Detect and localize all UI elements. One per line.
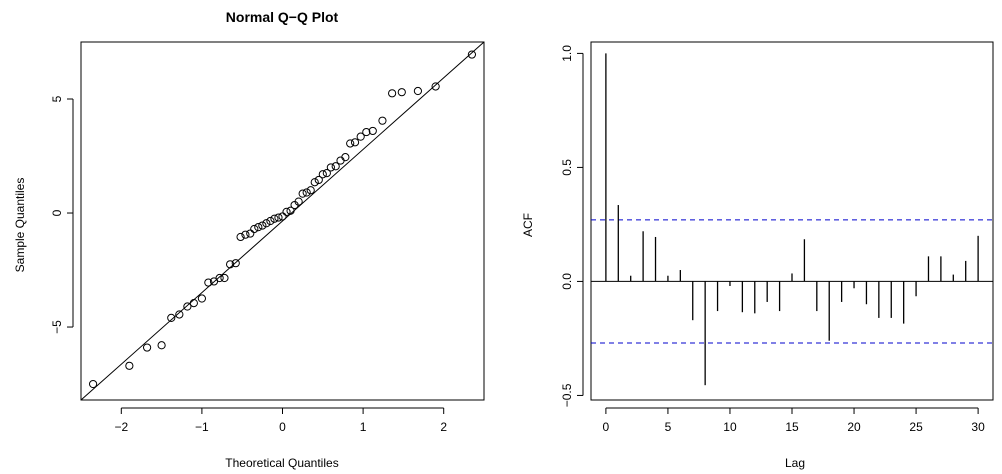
qq-reference-line (80, 41, 485, 401)
qq-point (236, 232, 245, 242)
qq-point (298, 189, 307, 198)
acf-y-axis-label: ACF (521, 213, 535, 237)
acf-x-tick-label: 25 (909, 420, 923, 434)
qq-point (467, 50, 477, 59)
qq-point (197, 294, 206, 303)
qq-point (246, 229, 255, 238)
qq-y-tick-label: −5 (50, 320, 64, 334)
qq-x-tick-label: 1 (360, 420, 367, 434)
qq-point (254, 223, 263, 232)
qq-point (286, 206, 295, 215)
qq-point (336, 156, 345, 165)
qq-x-tick-label: 0 (279, 420, 286, 434)
qq-point (331, 162, 340, 171)
qq-point (183, 302, 192, 311)
qq-point (318, 170, 327, 179)
qq-point (341, 153, 350, 162)
acf-x-tick-label: 0 (603, 420, 610, 434)
qq-point (266, 216, 275, 226)
qq-x-tick-label: −1 (195, 420, 209, 434)
qq-point (270, 214, 279, 223)
qq-point (322, 169, 331, 178)
acf-x-tick-label: 20 (847, 420, 861, 434)
acf-plot-panel: Lag ACF 0 5 10 15 20 25 30 −0.5 0.0 0.5 1.0 (521, 41, 994, 470)
acf-plot-box (590, 41, 994, 401)
qq-point (125, 361, 134, 370)
acf-x-tick-label: 5 (665, 420, 672, 434)
qq-point (175, 310, 184, 319)
qq-point (250, 224, 259, 234)
qq-point (258, 221, 267, 230)
qq-point (282, 207, 291, 216)
qq-plot-panel: Normal Q−Q Plot Theoretical Quantiles Sa… (13, 9, 485, 470)
acf-x-axis-label: Lag (785, 456, 805, 470)
qq-point (346, 139, 355, 148)
qq-point (88, 379, 98, 389)
acf-y-tick-label: 0.0 (560, 273, 574, 290)
qq-point (294, 197, 303, 206)
qq-point (368, 126, 377, 136)
qq-point (310, 178, 319, 187)
qq-point (157, 341, 166, 350)
acf-x-tick-label: 15 (785, 420, 799, 434)
qq-point (388, 89, 397, 98)
qq-x-tick-label: −2 (114, 420, 128, 434)
qq-point (278, 212, 287, 221)
qq-point (220, 273, 229, 283)
qq-point (215, 273, 224, 283)
qq-point (314, 175, 323, 185)
qq-point (362, 127, 371, 137)
acf-y-tick-label: 1.0 (560, 45, 574, 62)
acf-y-tick-label: 0.5 (560, 159, 574, 176)
qq-point (167, 313, 176, 323)
qq-point (231, 259, 240, 268)
qq-point (204, 278, 213, 287)
qq-point (350, 138, 360, 147)
qq-point (397, 88, 406, 97)
qq-y-tick-label: 5 (50, 95, 64, 102)
qq-point (306, 186, 315, 195)
qq-point (226, 260, 235, 269)
qq-point (356, 132, 365, 141)
qq-plot-box (80, 41, 485, 401)
qq-point (302, 188, 311, 197)
qq-y-tick-label: 0 (50, 209, 64, 216)
qq-x-axis-label: Theoretical Quantiles (225, 456, 338, 470)
qq-x-tick-label: 2 (440, 420, 447, 434)
qq-point (326, 163, 335, 172)
qq-point (142, 343, 152, 352)
qq-point (262, 219, 271, 228)
acf-x-tick-label: 30 (971, 420, 985, 434)
qq-y-axis-label: Sample Quantiles (13, 178, 27, 273)
acf-x-tick-label: 10 (723, 420, 737, 434)
qq-point (274, 213, 283, 222)
qq-plot-title: Normal Q−Q Plot (226, 9, 339, 25)
acf-y-tick-label: −0.5 (560, 383, 574, 407)
qq-point (413, 86, 423, 96)
qq-point (189, 298, 198, 308)
qq-point (241, 230, 250, 239)
qq-point (431, 82, 440, 91)
qq-point (378, 116, 387, 125)
